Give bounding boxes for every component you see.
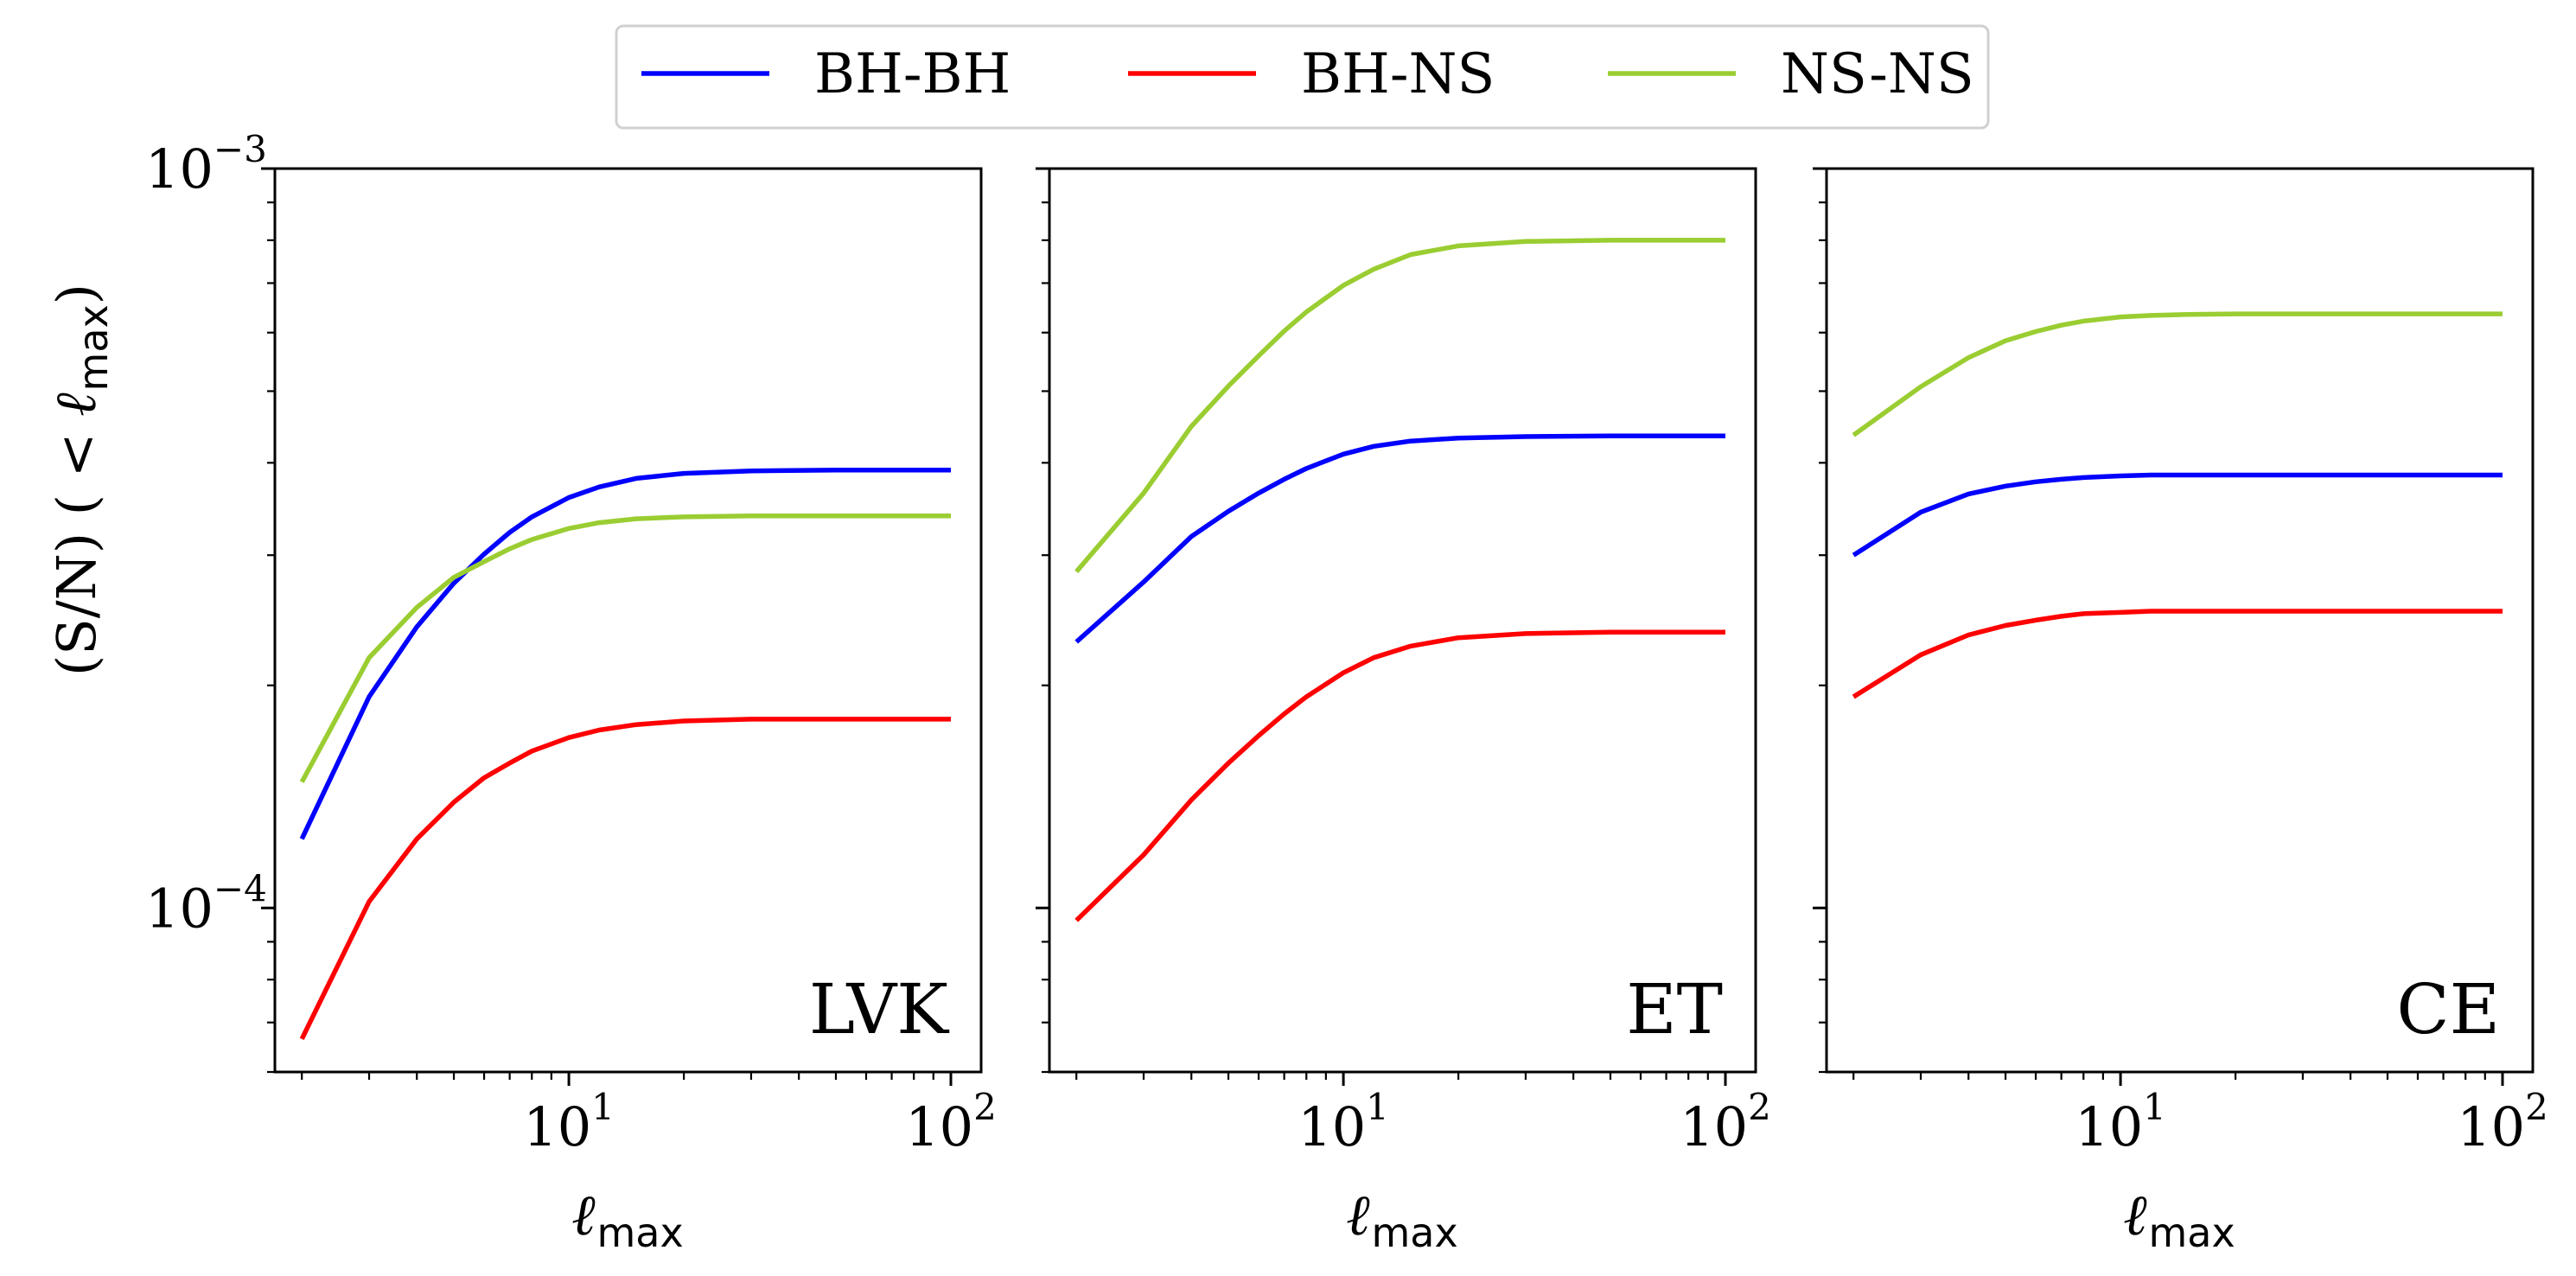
- legend-label-ns-ns: NS-NS: [1781, 42, 1974, 106]
- x-tick-label: 101: [2075, 1086, 2166, 1158]
- legend-label-bh-bh: BH-BH: [814, 42, 1011, 106]
- x-axis-label: ℓmax: [1347, 1181, 1457, 1256]
- panel-label: LVK: [809, 969, 949, 1050]
- x-axis-label: ℓmax: [2124, 1181, 2235, 1256]
- x-tick-label: 101: [523, 1086, 615, 1158]
- series-line-bh-ns: [299, 717, 951, 1041]
- panel-ce: 101 102 CE ℓmax: [1813, 167, 2548, 1256]
- x-tick-label: 102: [1680, 1086, 1771, 1158]
- axes-frame: [1048, 167, 1757, 1074]
- x-tick-label: 101: [1298, 1086, 1389, 1158]
- series-line-bh-bh: [1852, 472, 2503, 558]
- axes-frame: [273, 167, 983, 1074]
- panels: 101 102 10−4 10−3 LVK ℓmax 101 102 ET ℓmax 101 102 C…: [145, 128, 2548, 1256]
- y-tick-label: 10−3: [145, 128, 267, 201]
- series-line-bh-ns: [1852, 609, 2503, 699]
- x-tick-label: 102: [905, 1086, 997, 1158]
- panel-lvk: 101 102 10−4 10−3 LVK ℓmax: [145, 128, 997, 1256]
- legend: BH-BH BH-NS NS-NS: [615, 24, 1990, 130]
- axes-frame: [1825, 167, 2535, 1074]
- legend-label-bh-ns: BH-NS: [1301, 42, 1495, 106]
- series-line-ns-ns: [1074, 238, 1725, 574]
- series-line-bh-bh: [299, 468, 951, 840]
- panel-label: ET: [1626, 969, 1723, 1050]
- y-axis-label: (S/N) ( < ℓmax): [41, 284, 117, 676]
- legend-box: [615, 24, 1990, 130]
- y-tick-label: 10−4: [145, 867, 267, 940]
- series-line-ns-ns: [299, 514, 951, 783]
- x-tick-label: 102: [2457, 1086, 2548, 1158]
- panel-label: CE: [2396, 969, 2500, 1050]
- panel-et: 101 102 ET ℓmax: [1036, 167, 1771, 1256]
- series-line-ns-ns: [1852, 311, 2503, 437]
- series-line-bh-ns: [1074, 629, 1725, 922]
- series-line-bh-bh: [1074, 433, 1725, 644]
- x-axis-label: ℓmax: [572, 1181, 683, 1256]
